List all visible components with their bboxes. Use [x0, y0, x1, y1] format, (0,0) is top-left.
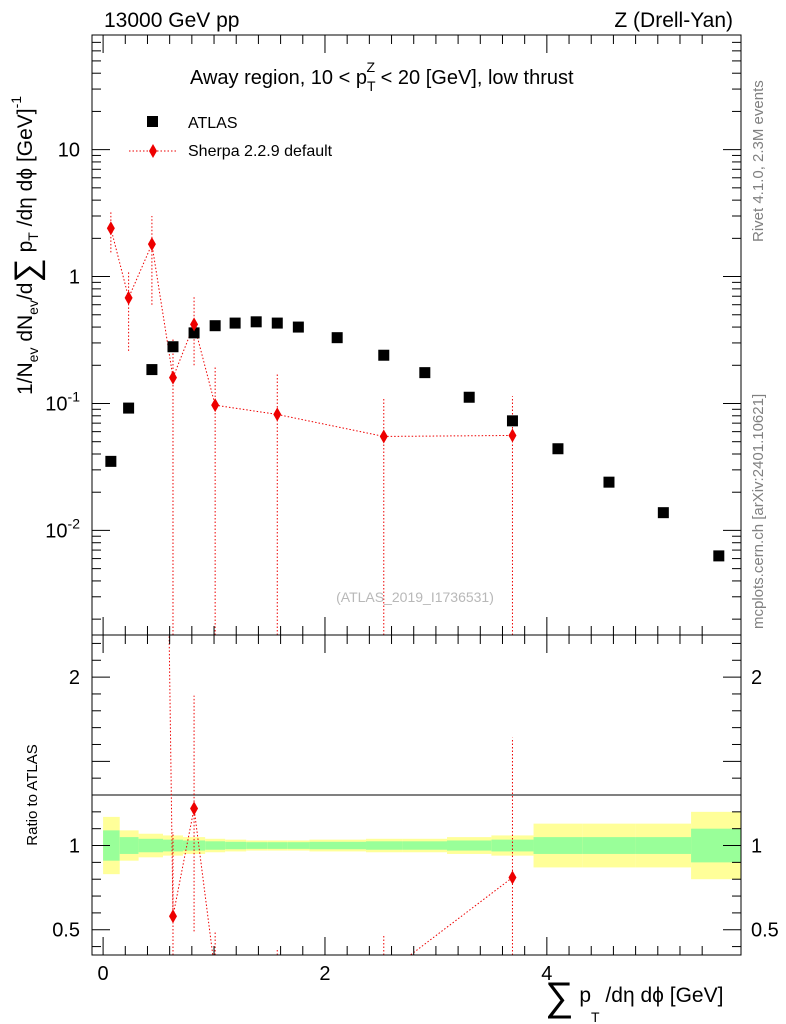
- ratio-y-tick-label-right: 0.5: [751, 920, 779, 942]
- atlas-point: [188, 327, 200, 339]
- sherpa-point: [190, 317, 199, 332]
- x-tick-label: 2: [319, 963, 330, 985]
- atlas-point: [506, 415, 518, 427]
- ratio-inner-band: [582, 837, 636, 854]
- atlas-point: [419, 367, 431, 379]
- ratio-inner-band: [119, 837, 139, 854]
- atlas-point: [463, 391, 475, 403]
- ratio-inner-band: [309, 841, 367, 850]
- atlas-point: [250, 316, 262, 328]
- atlas-point: [105, 455, 117, 467]
- atlas-point: [603, 476, 615, 488]
- ratio-sherpa-point: [190, 801, 199, 816]
- atlas-point: [292, 321, 304, 333]
- atlas-point: [271, 317, 283, 329]
- rivet-label: Rivet 4.1.0, 2.3M events: [750, 80, 767, 242]
- ratio-sherpa-point: [508, 870, 517, 885]
- plot-title: Away region, 10 < pTZ < 20 [GeV], low th…: [190, 59, 574, 94]
- atlas-point: [146, 364, 158, 376]
- sherpa-point: [124, 290, 133, 305]
- legend: ATLAS Sherpa 2.2.9 default: [129, 115, 333, 160]
- sherpa-point: [147, 237, 156, 252]
- sherpa-point: [508, 428, 517, 443]
- ratio-inner-band: [287, 842, 310, 849]
- mcplots-label: mcplots.cern.ch [arXiv:2401.10621]: [750, 394, 767, 629]
- ratio-inner-band: [138, 838, 164, 853]
- atlas-point: [229, 317, 241, 329]
- atlas-point: [167, 341, 179, 353]
- main-y-tick-label: 10: [58, 140, 80, 162]
- ratio-y-tick-label: 2: [69, 667, 80, 689]
- ratio-inner-band: [533, 837, 583, 854]
- sherpa-point: [168, 370, 177, 385]
- atlas-point: [552, 443, 564, 455]
- x-axis-label: ∑ pT /dη dϕ [GeV]: [545, 975, 723, 1024]
- ratio-inner-band: [225, 841, 247, 850]
- x-tick-label: 4: [541, 963, 552, 985]
- atlas-point: [657, 507, 669, 519]
- ratio-y-tick-label-right: 1: [751, 836, 762, 858]
- ratio-sherpa-point: [168, 909, 177, 924]
- main-y-tick-label: 10-2: [45, 515, 80, 542]
- ratio-inner-band: [182, 840, 206, 851]
- ratio-y-tick-label: 1: [69, 836, 80, 858]
- ratio-inner-band: [103, 830, 120, 861]
- atlas-point: [209, 320, 221, 332]
- main-y-tick-label: 1: [69, 267, 80, 289]
- ratio-inner-band: [635, 837, 692, 854]
- process-label: Z (Drell-Yan): [614, 9, 733, 32]
- atlas-point: [331, 332, 343, 344]
- legend-sherpa-marker: [149, 144, 157, 158]
- ratio-y-axis-label: Ratio to ATLAS: [24, 744, 41, 845]
- ratio-inner-band: [366, 841, 403, 850]
- ratio-inner-band: [246, 842, 268, 849]
- sherpa-line: [110, 228, 513, 437]
- atlas-point: [378, 349, 390, 361]
- legend-atlas-label: ATLAS: [188, 115, 238, 132]
- ratio-panel: 0.5 0.5 1 1 2 2 0 2 4 Ratio to ATLAS: [24, 634, 779, 985]
- sherpa-point: [106, 221, 115, 236]
- sherpa-point: [273, 407, 282, 422]
- legend-sherpa-label: Sherpa 2.2.9 default: [188, 143, 333, 160]
- ratio-inner-band: [205, 841, 226, 850]
- legend-atlas-marker: [147, 116, 158, 127]
- x-tick-label: 0: [98, 963, 109, 985]
- sherpa-point: [379, 429, 388, 444]
- ratio-y-tick-label: 0.5: [52, 920, 80, 942]
- ratio-y-tick-label-right: 2: [751, 667, 762, 689]
- ratio-inner-band: [267, 842, 288, 849]
- sherpa-point: [211, 398, 220, 413]
- y-axis-label: 1/Nev dNev/d∑ pT /dη dϕ [GeV]-1: [8, 96, 46, 395]
- main-panel: 10-2 10-1 1 10 (ATLAS_2019_I1736531) Away r…: [8, 34, 742, 636]
- atlas-point: [713, 550, 725, 562]
- atlas-point: [123, 402, 135, 414]
- ratio-inner-band: [447, 840, 492, 851]
- ratio-frame: [91, 634, 742, 956]
- collision-label: 13000 GeV pp: [104, 9, 239, 32]
- ratio-inner-band: [402, 841, 448, 850]
- main-y-tick-label: 10-1: [45, 388, 80, 415]
- analysis-watermark: (ATLAS_2019_I1736531): [336, 589, 494, 605]
